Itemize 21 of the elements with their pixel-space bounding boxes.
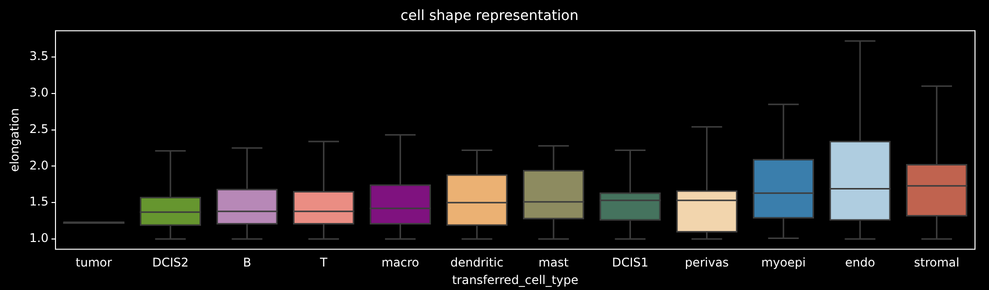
x-tick-label: macro [381, 256, 420, 270]
y-axis-title: elongation [7, 108, 22, 172]
x-tick-label: DCIS2 [152, 256, 189, 270]
x-tick-label: perivas [684, 256, 729, 270]
x-tick-label: dendritic [450, 256, 504, 270]
y-tick-label: 3.0 [29, 86, 48, 100]
x-tick-label: mast [538, 256, 569, 270]
x-tick-label: tumor [76, 256, 112, 270]
y-tick-label: 3.5 [29, 49, 48, 64]
y-tick-label: 1.0 [29, 231, 48, 246]
x-tick-label: T [319, 256, 328, 270]
y-tick-label: 1.5 [29, 194, 48, 209]
x-tick-label: B [242, 256, 252, 270]
x-tick-label: endo [845, 256, 876, 270]
x-tick-label: myoepi [761, 256, 806, 270]
chart-title: cell shape representation [400, 8, 578, 24]
y-tick-label: 2.0 [29, 158, 48, 172]
x-tick-label: stromal [914, 256, 960, 270]
x-axis-title: transferred_cell_type [452, 272, 578, 287]
y-tick-label: 2.5 [29, 122, 48, 136]
x-tick-label: DCIS1 [612, 256, 648, 270]
